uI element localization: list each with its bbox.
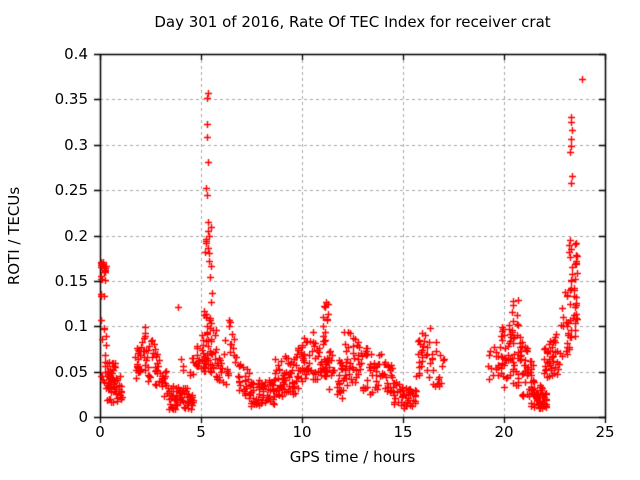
- y-tick-label: 0: [78, 408, 88, 426]
- x-axis-label: GPS time / hours: [289, 448, 416, 466]
- y-tick-label: 0.15: [54, 271, 88, 290]
- y-tick-label: 0.35: [54, 90, 88, 109]
- x-tick-label: 20: [494, 423, 514, 441]
- y-tick-label: 0.05: [54, 362, 88, 381]
- y-axis-label: ROTI / TECUs: [5, 186, 23, 286]
- chart-title: Day 301 of 2016, Rate Of TEC Index for r…: [154, 13, 551, 31]
- y-tick-label: 0.25: [54, 181, 88, 200]
- y-tick-label: 0.3: [64, 135, 88, 154]
- x-tick-label: 25: [595, 423, 615, 441]
- x-tick-label: 15: [393, 423, 413, 441]
- y-tick-label: 0.2: [64, 226, 88, 245]
- x-tick-label: 10: [292, 423, 312, 441]
- x-tick-label: 0: [95, 423, 105, 441]
- y-tick-label: 0.4: [64, 45, 88, 63]
- y-tick-label: 0.1: [64, 317, 88, 336]
- x-tick-label: 5: [196, 423, 206, 441]
